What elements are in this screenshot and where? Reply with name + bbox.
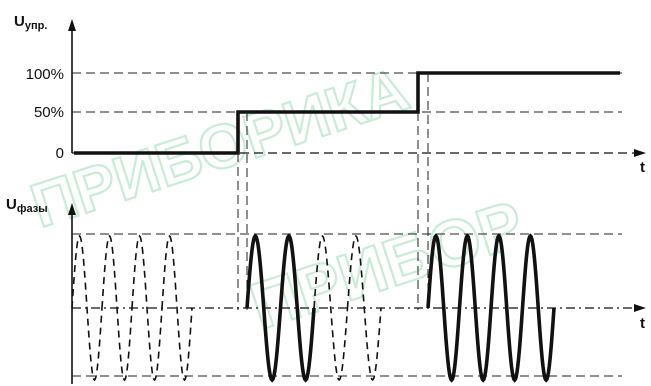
- phase-wave-blocked: [101, 234, 133, 382]
- phase-chart: Uфазы t: [6, 196, 646, 384]
- phase-wave-blocked: [313, 234, 349, 382]
- level-label-50: 50%: [34, 104, 64, 121]
- phase-wave-blocked: [71, 234, 103, 382]
- control-y-arrow-icon: [68, 19, 76, 31]
- level-label-0: 0: [56, 145, 64, 162]
- time-guides: [237, 73, 429, 310]
- phase-wave-conducting: [489, 233, 525, 383]
- phase-x-arrow-icon: [634, 304, 646, 312]
- phase-wave-blocked: [346, 234, 382, 382]
- phase-wave-conducting: [278, 233, 316, 383]
- phase-y-arrow-icon: [68, 203, 76, 215]
- control-step-signal: [74, 71, 620, 155]
- level-label-100: 100%: [26, 66, 64, 83]
- control-x-label: t: [640, 159, 645, 176]
- control-y-title: Uупр.: [14, 13, 47, 32]
- control-x-arrow-icon: [634, 149, 646, 157]
- phase-wave-conducting: [245, 233, 283, 383]
- phase-waves: [71, 233, 556, 383]
- phase-wave-conducting: [520, 233, 556, 383]
- phase-x-label: t: [640, 315, 645, 332]
- phase-wave-conducting: [457, 233, 493, 383]
- phase-wave-blocked: [161, 234, 193, 382]
- watermark-text-1: ПРИБОРИКА: [23, 55, 417, 242]
- phase-wave-blocked: [131, 234, 163, 382]
- watermark: ПРИБОРИКА ПРИБОР: [22, 54, 533, 345]
- control-chart: Uупр. t 100% 50% 0: [14, 13, 646, 176]
- phase-y-title: Uфазы: [6, 196, 48, 215]
- phase-wave-conducting: [426, 233, 462, 383]
